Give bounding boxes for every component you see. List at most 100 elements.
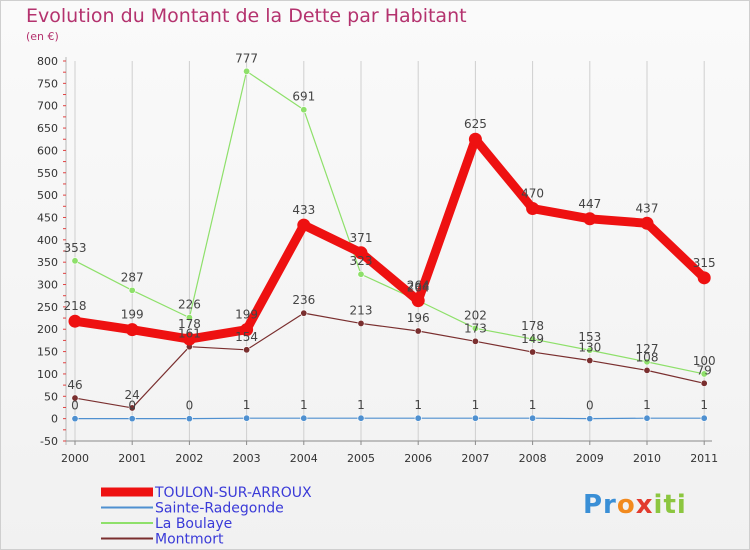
data-label: 447 (578, 197, 601, 211)
data-label: 213 (350, 303, 373, 317)
data-label: 149 (521, 332, 544, 346)
data-point (357, 270, 365, 278)
data-label: 315 (693, 256, 716, 270)
data-label: 154 (235, 330, 258, 344)
y-tick-label: 0 (51, 413, 58, 426)
data-point (643, 414, 651, 422)
logo-part: iti (653, 490, 687, 520)
series-line (70, 134, 709, 344)
x-tick-label: 2006 (404, 452, 432, 465)
x-tick-label: 2002 (175, 452, 203, 465)
legend-label: La Boulaye (155, 516, 232, 532)
y-tick-label: -50 (40, 435, 58, 448)
data-label: 437 (636, 201, 659, 215)
data-label: 353 (64, 241, 87, 255)
legend-label: Sainte-Radegonde (155, 501, 284, 517)
y-tick-label: 550 (37, 167, 58, 180)
data-point (643, 366, 651, 374)
y-tick-label: 100 (37, 368, 58, 381)
data-label: 161 (178, 327, 201, 341)
y-tick-label: 750 (37, 77, 58, 90)
data-point (71, 394, 79, 402)
data-point (411, 294, 425, 308)
data-label: 24 (125, 388, 140, 402)
legend-label: Montmort (155, 532, 224, 548)
data-point (583, 212, 597, 226)
data-point (471, 324, 479, 332)
data-point (586, 415, 594, 423)
data-label: 173 (464, 321, 487, 335)
data-label: 153 (578, 330, 601, 344)
x-tick-label: 2001 (118, 452, 146, 465)
data-point (243, 346, 251, 354)
x-tick-label: 2004 (290, 452, 318, 465)
data-label: 1 (243, 398, 251, 412)
logo-part: x (635, 490, 654, 520)
y-tick-label: 200 (37, 323, 58, 336)
data-label: 0 (586, 399, 594, 413)
data-label: 0 (186, 399, 194, 413)
data-point (357, 414, 365, 422)
data-point (68, 314, 82, 328)
data-label: 178 (178, 317, 201, 331)
data-label: 1 (529, 398, 537, 412)
data-point (640, 216, 654, 230)
data-label: 371 (350, 231, 373, 245)
x-tick-label: 2007 (461, 452, 489, 465)
data-point (128, 286, 136, 294)
data-point (414, 327, 422, 335)
data-point (586, 357, 594, 365)
proxiti-logo: Proxiti (583, 490, 687, 520)
data-point (128, 415, 136, 423)
data-label: 264 (407, 279, 430, 293)
data-label: 0 (128, 399, 136, 413)
data-point (243, 67, 251, 75)
y-tick-label: 650 (37, 122, 58, 135)
data-label: 178 (521, 319, 544, 333)
data-label: 1 (414, 398, 422, 412)
data-label: 199 (121, 308, 144, 322)
data-label: 323 (350, 254, 373, 268)
data-label: 1 (472, 398, 480, 412)
series-line (74, 312, 705, 409)
data-point (529, 335, 537, 343)
data-label: 0 (71, 399, 79, 413)
y-tick-label: 700 (37, 100, 58, 113)
data-label: 625 (464, 117, 487, 131)
y-tick-label: 250 (37, 301, 58, 314)
x-tick-label: 2010 (633, 452, 661, 465)
x-tick-label: 2009 (576, 452, 604, 465)
data-label: 433 (292, 203, 315, 217)
data-point (128, 404, 136, 412)
data-point (300, 106, 308, 114)
data-label: 218 (64, 299, 87, 313)
logo-part: Pr (583, 490, 617, 520)
x-tick-label: 2005 (347, 452, 375, 465)
data-label: 202 (464, 308, 487, 322)
data-label: 199 (235, 308, 258, 322)
y-tick-label: 150 (37, 346, 58, 359)
x-tick-label: 2011 (690, 452, 718, 465)
data-label: 691 (292, 90, 315, 104)
data-label: 1 (643, 398, 651, 412)
series-line (74, 70, 705, 375)
data-point (700, 379, 708, 387)
data-point (243, 414, 251, 422)
data-label: 196 (407, 311, 430, 325)
data-point (586, 346, 594, 354)
data-label: 1 (700, 398, 708, 412)
chart-title: Evolution du Montant de la Dette par Hab… (26, 5, 467, 27)
y-tick-label: 800 (37, 55, 58, 68)
y-tick-label: 600 (37, 144, 58, 157)
x-tick-label: 2000 (61, 452, 89, 465)
logo-part: o (616, 490, 636, 520)
data-point (357, 319, 365, 327)
data-point (468, 132, 482, 146)
data-label: 127 (636, 342, 659, 356)
y-tick-label: 50 (44, 390, 58, 403)
data-label: 100 (693, 354, 716, 368)
data-label: 1 (357, 398, 365, 412)
data-label: 108 (636, 350, 659, 364)
data-point (700, 370, 708, 378)
